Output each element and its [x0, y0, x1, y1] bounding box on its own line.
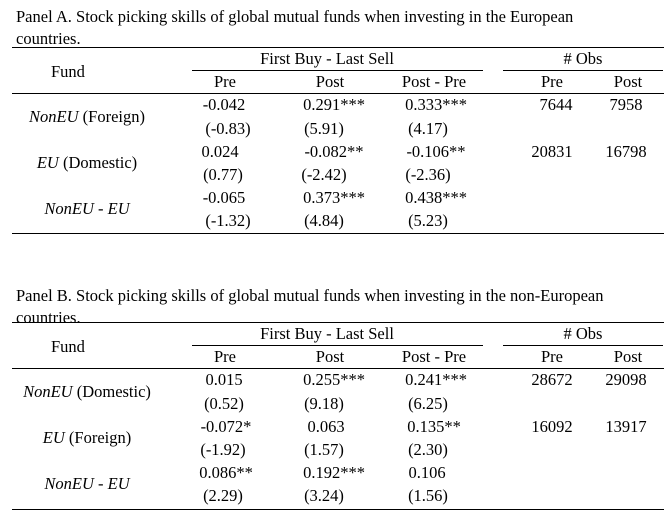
cell-diff-tstat: (4.17): [408, 119, 448, 138]
cell-diff-tstat: (-2.36): [405, 165, 451, 184]
cell-diff: 0.241***: [405, 370, 467, 389]
header-post: Post: [315, 72, 345, 91]
cell-pre-tstat: (-0.83): [205, 119, 251, 138]
cell-obs-pre: 7644: [539, 95, 573, 114]
header-group-first-buy-last-sell: First Buy - Last Sell: [260, 49, 394, 68]
cell-diff-tstat: (2.30): [408, 440, 448, 459]
cell-diff: 0.135**: [407, 417, 461, 436]
cell-pre-tstat: (-1.32): [205, 211, 251, 230]
cell-pre-tstat: (0.77): [203, 165, 243, 184]
cell-obs-post: 29098: [605, 370, 647, 389]
cell-obs-pre: 20831: [531, 142, 573, 161]
table-top-rule: [12, 322, 664, 323]
cell-post-tstat: (5.91): [304, 119, 344, 138]
cell-post-tstat: (3.24): [304, 486, 344, 505]
cell-pre: 0.086**: [199, 463, 253, 482]
header-group-obs: # Obs: [563, 49, 603, 68]
row-label: NonEU (Foreign): [29, 107, 145, 126]
cell-pre-tstat: (2.29): [203, 486, 243, 505]
table-top-rule: [12, 47, 664, 48]
group-underline: [192, 70, 483, 71]
row-label: NonEU - EU: [44, 199, 130, 218]
header-obs-pre: Pre: [541, 72, 563, 91]
cell-post-tstat: (1.57): [304, 440, 344, 459]
cell-diff: 0.106: [408, 463, 446, 482]
cell-pre: 0.024: [201, 142, 239, 161]
cell-diff: 0.438***: [405, 188, 467, 207]
cell-diff-tstat: (6.25): [408, 394, 448, 413]
cell-post: 0.291***: [303, 95, 365, 114]
cell-post-tstat: (-2.42): [301, 165, 347, 184]
cell-post-tstat: (4.84): [304, 211, 344, 230]
cell-obs-pre: 16092: [531, 417, 573, 436]
cell-pre: 0.015: [205, 370, 243, 389]
cell-pre: -0.065: [202, 188, 246, 207]
cell-pre-tstat: (0.52): [204, 394, 244, 413]
row-label: NonEU - EU: [44, 474, 130, 493]
header-fund: Fund: [51, 337, 85, 356]
cell-pre: -0.072*: [200, 417, 252, 436]
header-pre: Pre: [214, 72, 236, 91]
group-underline: [503, 70, 663, 71]
row-label: EU (Foreign): [42, 428, 132, 447]
cell-post: 0.192***: [303, 463, 365, 482]
cell-obs-post: 13917: [605, 417, 647, 436]
row-label: NonEU (Domestic): [23, 382, 151, 401]
cell-diff: 0.333***: [405, 95, 467, 114]
group-underline: [503, 345, 663, 346]
header-obs-post: Post: [613, 72, 643, 91]
cell-post: 0.063: [307, 417, 345, 436]
group-underline: [192, 345, 483, 346]
table-bottom-rule: [12, 233, 664, 234]
cell-pre: -0.042: [202, 95, 246, 114]
header-fund: Fund: [51, 62, 85, 81]
header-bottom-rule: [12, 93, 664, 94]
cell-obs-post: 16798: [605, 142, 647, 161]
header-bottom-rule: [12, 368, 664, 369]
header-post-minus-pre: Post - Pre: [401, 347, 467, 366]
cell-obs-post: 7958: [609, 95, 643, 114]
cell-obs-pre: 28672: [531, 370, 573, 389]
header-group-first-buy-last-sell: First Buy - Last Sell: [260, 324, 394, 343]
cell-post: 0.373***: [303, 188, 365, 207]
cell-diff-tstat: (1.56): [408, 486, 448, 505]
header-post-minus-pre: Post - Pre: [401, 72, 467, 91]
header-group-obs: # Obs: [563, 324, 603, 343]
table-bottom-rule: [12, 509, 664, 510]
cell-post: -0.082**: [304, 142, 364, 161]
header-obs-post: Post: [613, 347, 643, 366]
header-obs-pre: Pre: [541, 347, 563, 366]
header-pre: Pre: [214, 347, 236, 366]
row-label: EU (Domestic): [36, 153, 138, 172]
header-post: Post: [315, 347, 345, 366]
cell-diff: -0.106**: [406, 142, 466, 161]
cell-diff-tstat: (5.23): [408, 211, 448, 230]
cell-post: 0.255***: [303, 370, 365, 389]
cell-pre-tstat: (-1.92): [200, 440, 246, 459]
cell-post-tstat: (9.18): [304, 394, 344, 413]
panel-title: Panel A. Stock picking skills of global …: [16, 7, 574, 48]
